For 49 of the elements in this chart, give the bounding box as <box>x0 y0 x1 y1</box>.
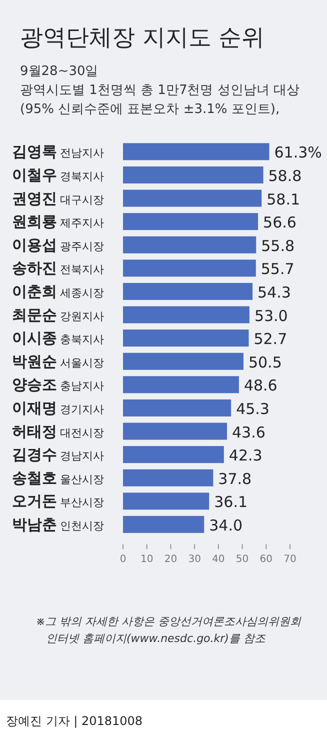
x-tick-label: 10 <box>140 554 154 566</box>
text: 인터넷 홈페이지(www.nesdc.go.kr)를 참조 <box>46 632 266 645</box>
y-tick-label: 원희룡 제주지사 <box>12 212 104 231</box>
y-tick-label: 박남춘 인천시장 <box>12 515 104 534</box>
data-label: 53.0 <box>254 306 288 325</box>
x-tick-label: 70 <box>284 554 296 566</box>
y-tick-label: 이시종 충북지사 <box>12 329 104 348</box>
y-tick-label: 이용섭 광주시장 <box>12 236 104 254</box>
text: 광역시도별 1천명씩 총 1만7천명 성인남녀 대상 <box>20 83 300 98</box>
data-label: 43.6 <box>232 423 266 442</box>
data-label: 45.3 <box>236 400 270 418</box>
data-label: 56.6 <box>263 214 296 232</box>
y-tick-label: 김경수 경남지사 <box>12 446 104 464</box>
x-tick-label: 50 <box>236 554 249 566</box>
data-label: 55.7 <box>260 260 294 278</box>
x-tick-label: 60 <box>260 554 273 566</box>
data-label: 54.3 <box>258 283 291 302</box>
y-tick-label: 이철우 경북지사 <box>12 166 104 184</box>
y-tick-label: 송철호 울산시장 <box>12 468 104 487</box>
y-tick-label: 오거돈 부산시장 <box>12 492 104 510</box>
y-tick-label: 권영진 대구시장 <box>12 189 104 208</box>
data-label: 34.0 <box>209 516 243 534</box>
x-tick-label: 40 <box>212 554 225 566</box>
y-tick-label: 이춘희 세종시장 <box>12 282 104 300</box>
text: (95% 신뢰수준에 표본오차 ±3.1% 포인트), <box>20 102 280 117</box>
data-label: 50.5 <box>248 353 282 372</box>
data-label: 42.3 <box>228 446 262 465</box>
text: ※그 밖의 자세한 사항은 중앙선거여론조사심의위원회 <box>36 615 302 628</box>
text: 장예진 기자 | 20181008 <box>6 714 143 728</box>
data-label: 48.6 <box>244 376 278 395</box>
x-tick-label: 0 <box>120 554 126 566</box>
data-label: 52.7 <box>254 330 288 348</box>
data-label: 36.1 <box>214 493 248 512</box>
data-label: 58.1 <box>266 190 300 208</box>
data-label: 37.8 <box>218 470 252 488</box>
y-tick-label: 허태정 대전시장 <box>12 422 104 440</box>
data-label: 61.3% <box>274 144 322 162</box>
text: 9월28~30일 <box>20 64 98 79</box>
chart-title: 광역단체장 지지도 순위 <box>20 25 265 51</box>
y-tick-label: 송하진 전북지사 <box>12 259 104 278</box>
y-tick-label: 김영록 전남지사 <box>12 142 104 161</box>
data-label: 58.8 <box>268 166 302 185</box>
x-tick-label: 30 <box>188 554 201 566</box>
y-tick-label: 양승조 충남지사 <box>12 376 104 394</box>
data-label: 55.8 <box>261 236 295 255</box>
y-tick-label: 이재명 경기지사 <box>12 398 104 417</box>
x-tick-label: 20 <box>164 554 178 566</box>
y-tick-label: 최문순 강원지사 <box>12 306 104 324</box>
y-tick-label: 박원순 서울시장 <box>12 352 104 370</box>
